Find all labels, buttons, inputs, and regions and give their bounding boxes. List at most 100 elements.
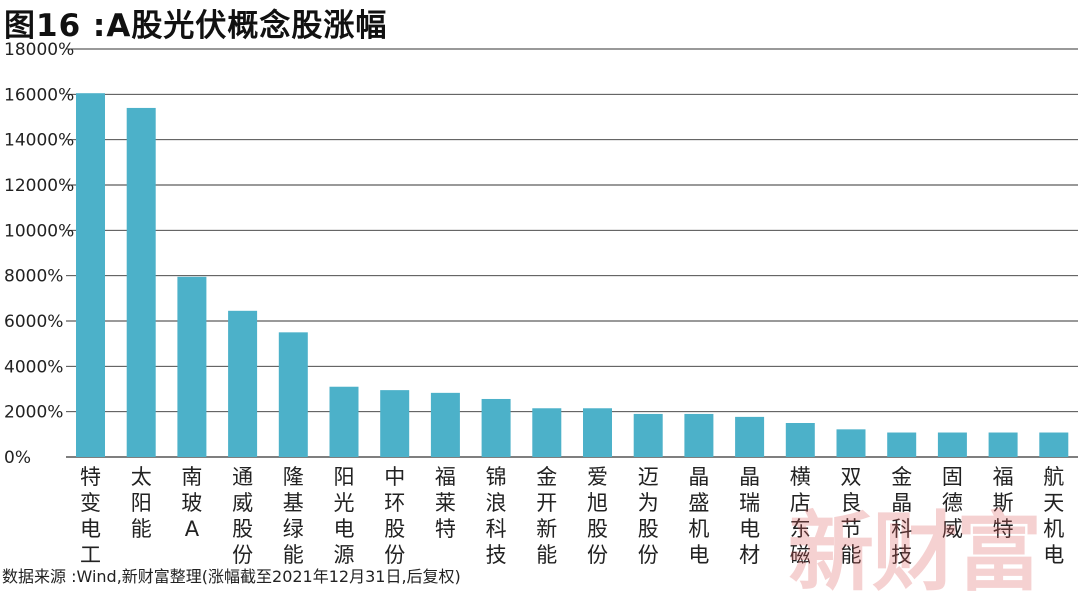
x-category-label: 机 (1043, 517, 1064, 541)
x-category-label: 迈 (638, 465, 659, 489)
y-tick-label: 8000% (4, 267, 63, 287)
x-category-label: 太 (131, 465, 152, 489)
bar-chart: 0% 2000% 4000% 6000% 8000% 10000% 12000% 14000%… (4, 40, 1078, 567)
x-category-label: 福 (993, 465, 1014, 489)
x-category-label: 盛 (688, 491, 709, 515)
x-category-label: 特 (80, 465, 101, 489)
x-category-label: 股 (638, 517, 659, 541)
y-tick-label: 4000% (4, 357, 63, 377)
bar (937, 432, 967, 457)
x-category-label: 能 (536, 543, 557, 567)
bar (329, 386, 359, 457)
y-tick-label: 12000% (4, 176, 74, 196)
x-category-label: 磁 (790, 543, 811, 567)
x-category-label: 能 (131, 517, 152, 541)
x-category-label: 节 (841, 517, 862, 541)
x-category-label: 份 (638, 543, 659, 567)
x-category-label: 技 (486, 543, 507, 567)
x-category-label: 能 (283, 543, 304, 567)
bar (684, 413, 714, 457)
bar (633, 413, 663, 457)
x-category-label: A (185, 517, 200, 541)
x-category-label: 东 (790, 517, 811, 541)
bar (430, 392, 460, 457)
x-category-label: 锦 (486, 465, 507, 489)
y-tick-label: 2000% (4, 403, 63, 423)
y-tick-label: 16000% (4, 85, 74, 105)
bar (887, 432, 917, 457)
x-category-label: 威 (942, 517, 963, 541)
x-category-label: 天 (1043, 491, 1064, 515)
x-category-label: 良 (841, 491, 862, 515)
x-category-label: 旭 (587, 491, 608, 515)
x-category-label: 中 (384, 465, 405, 489)
x-category-label: 横 (790, 465, 811, 489)
x-category-label: 科 (486, 517, 507, 541)
x-category-label: 材 (739, 543, 760, 567)
x-category-label: 份 (587, 543, 608, 567)
x-category-label: 股 (384, 517, 405, 541)
x-category-label: 晶 (891, 491, 912, 515)
x-category-label: 爱 (587, 465, 608, 489)
x-category-label: 环 (384, 491, 405, 515)
x-category-label: 特 (435, 517, 456, 541)
x-category-label: 瑞 (739, 491, 760, 515)
x-category-label: 威 (232, 491, 253, 515)
x-category-label: 金 (536, 465, 557, 489)
x-category-label: 阳 (334, 465, 355, 489)
chart-title: 图16 :A股光伏概念股涨幅 (4, 8, 388, 44)
x-category-label: 份 (384, 543, 405, 567)
x-category-label: 玻 (181, 491, 202, 515)
bar (481, 398, 511, 457)
x-category-label: 福 (435, 465, 456, 489)
x-category-label: 为 (638, 491, 659, 515)
bar (126, 107, 156, 457)
x-category-label: 基 (283, 491, 304, 515)
x-category-label: 金 (891, 465, 912, 489)
x-category-label: 双 (841, 465, 862, 489)
x-category-label: 绿 (283, 517, 304, 541)
x-category-label: 南 (181, 465, 202, 489)
x-category-label: 斯 (993, 491, 1014, 515)
bar (177, 276, 207, 457)
bar (785, 423, 815, 457)
x-category-label: 德 (942, 491, 963, 515)
y-tick-label: 0% (4, 448, 31, 468)
x-category-label: 变 (80, 491, 101, 515)
x-category-label: 晶 (688, 465, 709, 489)
data-source-note: 数据来源 :Wind,新财富整理(涨幅截至2021年12月31日,后复权) (2, 567, 461, 586)
bar (583, 408, 612, 457)
x-category-label: 电 (1043, 543, 1064, 567)
x-category-label: 莱 (435, 491, 456, 515)
bar (380, 390, 410, 457)
x-category-label: 电 (688, 543, 709, 567)
x-category-label: 新 (536, 517, 557, 541)
y-tick-label: 10000% (4, 221, 74, 241)
bar (988, 432, 1018, 457)
x-category-label: 晶 (739, 465, 760, 489)
x-category-label: 通 (232, 465, 253, 489)
watermark-logo: 新财富 (788, 502, 1042, 603)
bar (532, 408, 562, 457)
x-category-label: 科 (891, 517, 912, 541)
x-category-label: 技 (891, 543, 912, 567)
x-category-label: 工 (80, 543, 101, 567)
x-category-label: 光 (334, 491, 355, 515)
bar (278, 332, 308, 457)
x-category-label: 固 (942, 465, 963, 489)
x-category-label: 股 (232, 517, 253, 541)
bar (836, 429, 866, 457)
x-category-label: 股 (587, 517, 608, 541)
x-category-label: 开 (536, 491, 557, 515)
x-category-label: 航 (1043, 465, 1064, 489)
x-category-label: 阳 (131, 491, 152, 515)
x-category-label: 源 (334, 543, 355, 567)
bar (735, 416, 765, 457)
x-category-label: 隆 (283, 465, 304, 489)
x-category-label: 能 (841, 543, 862, 567)
x-category-label: 电 (739, 517, 760, 541)
bar (1039, 432, 1069, 457)
x-category-label: 机 (688, 517, 709, 541)
y-tick-label: 18000% (4, 40, 74, 60)
x-category-label: 店 (790, 491, 811, 515)
